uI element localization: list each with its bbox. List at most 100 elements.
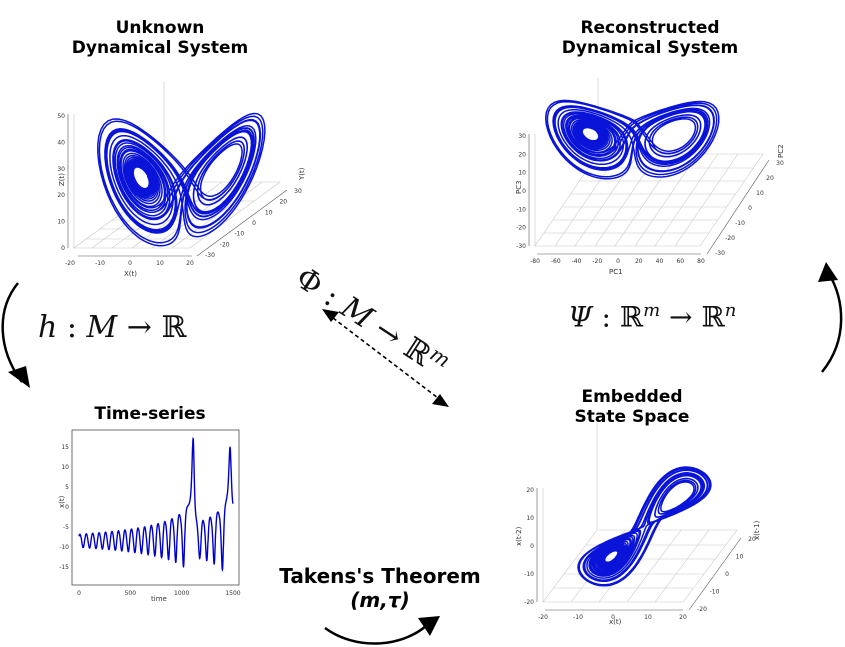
- reconstructed-xticks: -80 -60 -40 -20 0 20 40 60 80: [530, 258, 705, 265]
- dashed-double-arrow-icon: [332, 317, 439, 399]
- timeseries-ylabel: x(t): [58, 495, 66, 508]
- timeseries-xticks: 0 500 1000 1500: [77, 590, 241, 597]
- eq-h-symbol: h: [38, 310, 58, 345]
- curved-arrow-left-down-icon: [1, 282, 24, 383]
- timeseries-title: Time-series: [94, 404, 206, 424]
- eq-psi-exp-n: n: [724, 300, 737, 321]
- eq-h-M: M: [86, 310, 118, 345]
- unknown-x-tick: 0: [128, 260, 132, 267]
- equation-psi: Ψ : ℝm → ℝn: [568, 300, 736, 333]
- embedded-title-line2: State Space: [574, 407, 690, 427]
- timeseries-y-tick: -15: [59, 564, 69, 571]
- timeseries-x-tick: 0: [77, 590, 81, 597]
- embedded-x-tick: -20: [538, 614, 548, 621]
- unknown-y-tick: 10: [265, 209, 273, 216]
- eq-psi-exp-m: m: [643, 300, 661, 321]
- embedded-space-plot: -20 -10 0 10 20 -20 -10 0 10 20 -20 -10 0 10 20 x(t)…: [515, 422, 761, 626]
- reconstructed-x-tick: -80: [530, 258, 540, 265]
- reconstructed-y-tick: -30: [715, 250, 725, 257]
- embedded-zlabel: x(t-2): [515, 526, 523, 546]
- unknown-attractor-curve: [97, 112, 266, 247]
- reconstructed-x-tick: 40: [656, 258, 664, 265]
- curved-arrow-left-down-head: [8, 366, 30, 388]
- timeseries-x-tick: 1500: [225, 590, 240, 597]
- timeseries-y-tick: 5: [65, 484, 69, 491]
- embedded-yticks: -20 -10 0 10 20: [697, 536, 756, 613]
- eq-psi-codomain: → ℝ: [660, 300, 725, 334]
- reconstructed-y-tick: -10: [735, 220, 745, 227]
- unknown-z-tick: 0: [61, 245, 65, 252]
- embedded-z-tick: -10: [524, 571, 534, 578]
- takens-title-line2: (m,τ): [350, 588, 410, 612]
- timeseries-frame: [71, 429, 240, 586]
- unknown-ylabel: Y(t): [298, 167, 306, 181]
- curved-arrow-right-up-icon: [821, 271, 843, 373]
- reconstructed-x-tick: 20: [635, 258, 643, 265]
- reconstructed-y-tick: 30: [776, 160, 784, 167]
- reconstructed-yticks: -30 -20 -10 0 10 20 30: [715, 160, 784, 257]
- unknown-zticks: 0 10 20 30 40 50: [57, 113, 65, 252]
- unknown-z-tick: 50: [57, 113, 65, 120]
- unknown-y-tick: -30: [205, 252, 215, 259]
- curved-arrow-bottom-icon: [324, 625, 427, 645]
- reconstructed-z-tick: -10: [516, 206, 526, 213]
- unknown-x-tick: 10: [156, 260, 164, 267]
- reconstructed-z-tick: -30: [516, 243, 526, 250]
- unknown-y-tick: 0: [252, 220, 256, 227]
- eq-h-codomain: → ℝ: [117, 310, 187, 345]
- embedded-y-tick: 20: [748, 536, 756, 543]
- timeseries-x-tick: 500: [125, 590, 137, 597]
- reconstructed-x-tick: 80: [697, 258, 705, 265]
- embedded-xticks: -20 -10 0 10 20: [538, 614, 687, 621]
- timeseries-y-tick: 0: [65, 504, 69, 511]
- unknown-yticks: -30 -20 -10 0 10 20 30: [205, 188, 302, 259]
- unknown-y-tick: 20: [279, 199, 287, 206]
- reconstructed-x-tick: 60: [676, 258, 684, 265]
- embedded-x-tick: -10: [573, 614, 583, 621]
- unknown-system-title: Unknown Dynamical System: [60, 18, 260, 58]
- reconstructed-x-tick: -20: [592, 258, 602, 265]
- unknown-zlabel: Z(t): [58, 173, 66, 186]
- embedded-attractor-curve: [577, 466, 712, 587]
- unknown-z-tick: 30: [57, 166, 65, 173]
- unknown-xticks: -20 -10 0 10 20: [65, 260, 194, 267]
- unknown-y-tick: -10: [234, 231, 244, 238]
- curved-arrow-bottom-head: [418, 616, 440, 636]
- embedded-y-tick: 0: [725, 571, 729, 578]
- embedded-y-tick: 10: [736, 554, 744, 561]
- unknown-y-tick: 30: [294, 188, 302, 195]
- reconstructed-z-tick: 20: [518, 151, 526, 158]
- reconstructed-x-tick: 0: [616, 258, 620, 265]
- reconstructed-y-tick: 0: [748, 205, 752, 212]
- timeseries-xlabel: time: [151, 595, 167, 603]
- reconstructed-y-tick: 10: [756, 190, 764, 197]
- equation-h: h : M → ℝ: [38, 310, 186, 345]
- unknown-system-plot: 0 10 20 30 40 50 -20 -10 0 10 20 -30 -20 -10 0 10 20 30…: [57, 82, 306, 278]
- embedded-z-tick: -20: [524, 599, 534, 606]
- eq-psi-symbol: Ψ: [568, 300, 593, 334]
- reconstructed-title-line1: Reconstructed: [580, 18, 720, 38]
- reconstructed-axes: [528, 134, 770, 255]
- timeseries-y-tick: 10: [61, 464, 69, 471]
- embedded-xlabel: x(t): [609, 618, 622, 626]
- embedded-axes: [536, 488, 742, 611]
- unknown-z-tick: 20: [57, 192, 65, 199]
- unknown-x-tick: -20: [65, 260, 75, 267]
- unknown-axes: [67, 114, 288, 257]
- unknown-xlabel: X(t): [124, 270, 137, 278]
- reconstructed-box: [534, 78, 764, 247]
- reconstructed-z-tick: 10: [518, 170, 526, 177]
- reconstructed-title-line2: Dynamical System: [561, 38, 739, 58]
- embedded-z-tick: 20: [526, 487, 534, 494]
- unknown-z-tick: 40: [57, 139, 65, 146]
- embedded-z-tick: 10: [526, 515, 534, 522]
- reconstructed-z-tick: 30: [518, 133, 526, 140]
- reconstructed-zticks: -30 -20 -10 0 10 20 30: [516, 133, 526, 250]
- embedded-y-tick: -20: [697, 606, 707, 613]
- reconstructed-z-tick: 0: [522, 188, 526, 195]
- reconstructed-x-tick: -60: [551, 258, 561, 265]
- unknown-title-line1: Unknown: [115, 18, 205, 38]
- embedded-ylabel: x(t-1): [753, 520, 761, 540]
